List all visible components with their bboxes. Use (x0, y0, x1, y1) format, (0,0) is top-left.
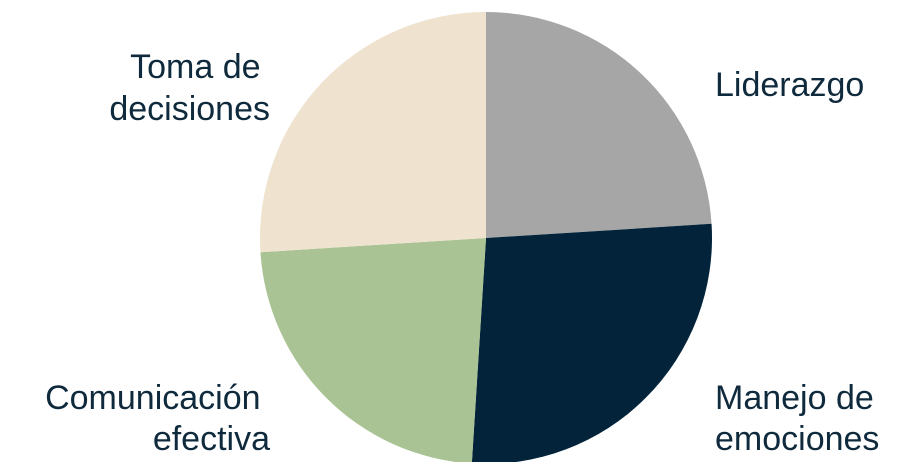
label-comunicacion-efectiva: Comunicación efectiva (45, 379, 270, 458)
pie-slice-liderazgo (486, 12, 712, 238)
pie-slice-comunicacion-efectiva (260, 238, 486, 462)
pie-slices (260, 12, 712, 462)
pie-slice-manejo-de-emociones (471, 223, 712, 462)
pie-slice-toma-de-decisiones (260, 12, 486, 253)
label-toma-de-decisiones: Toma de decisiones (109, 48, 270, 128)
label-liderazgo: Liderazgo (715, 66, 864, 104)
label-manejo-de-emociones: Manejo de emociones (715, 379, 883, 458)
